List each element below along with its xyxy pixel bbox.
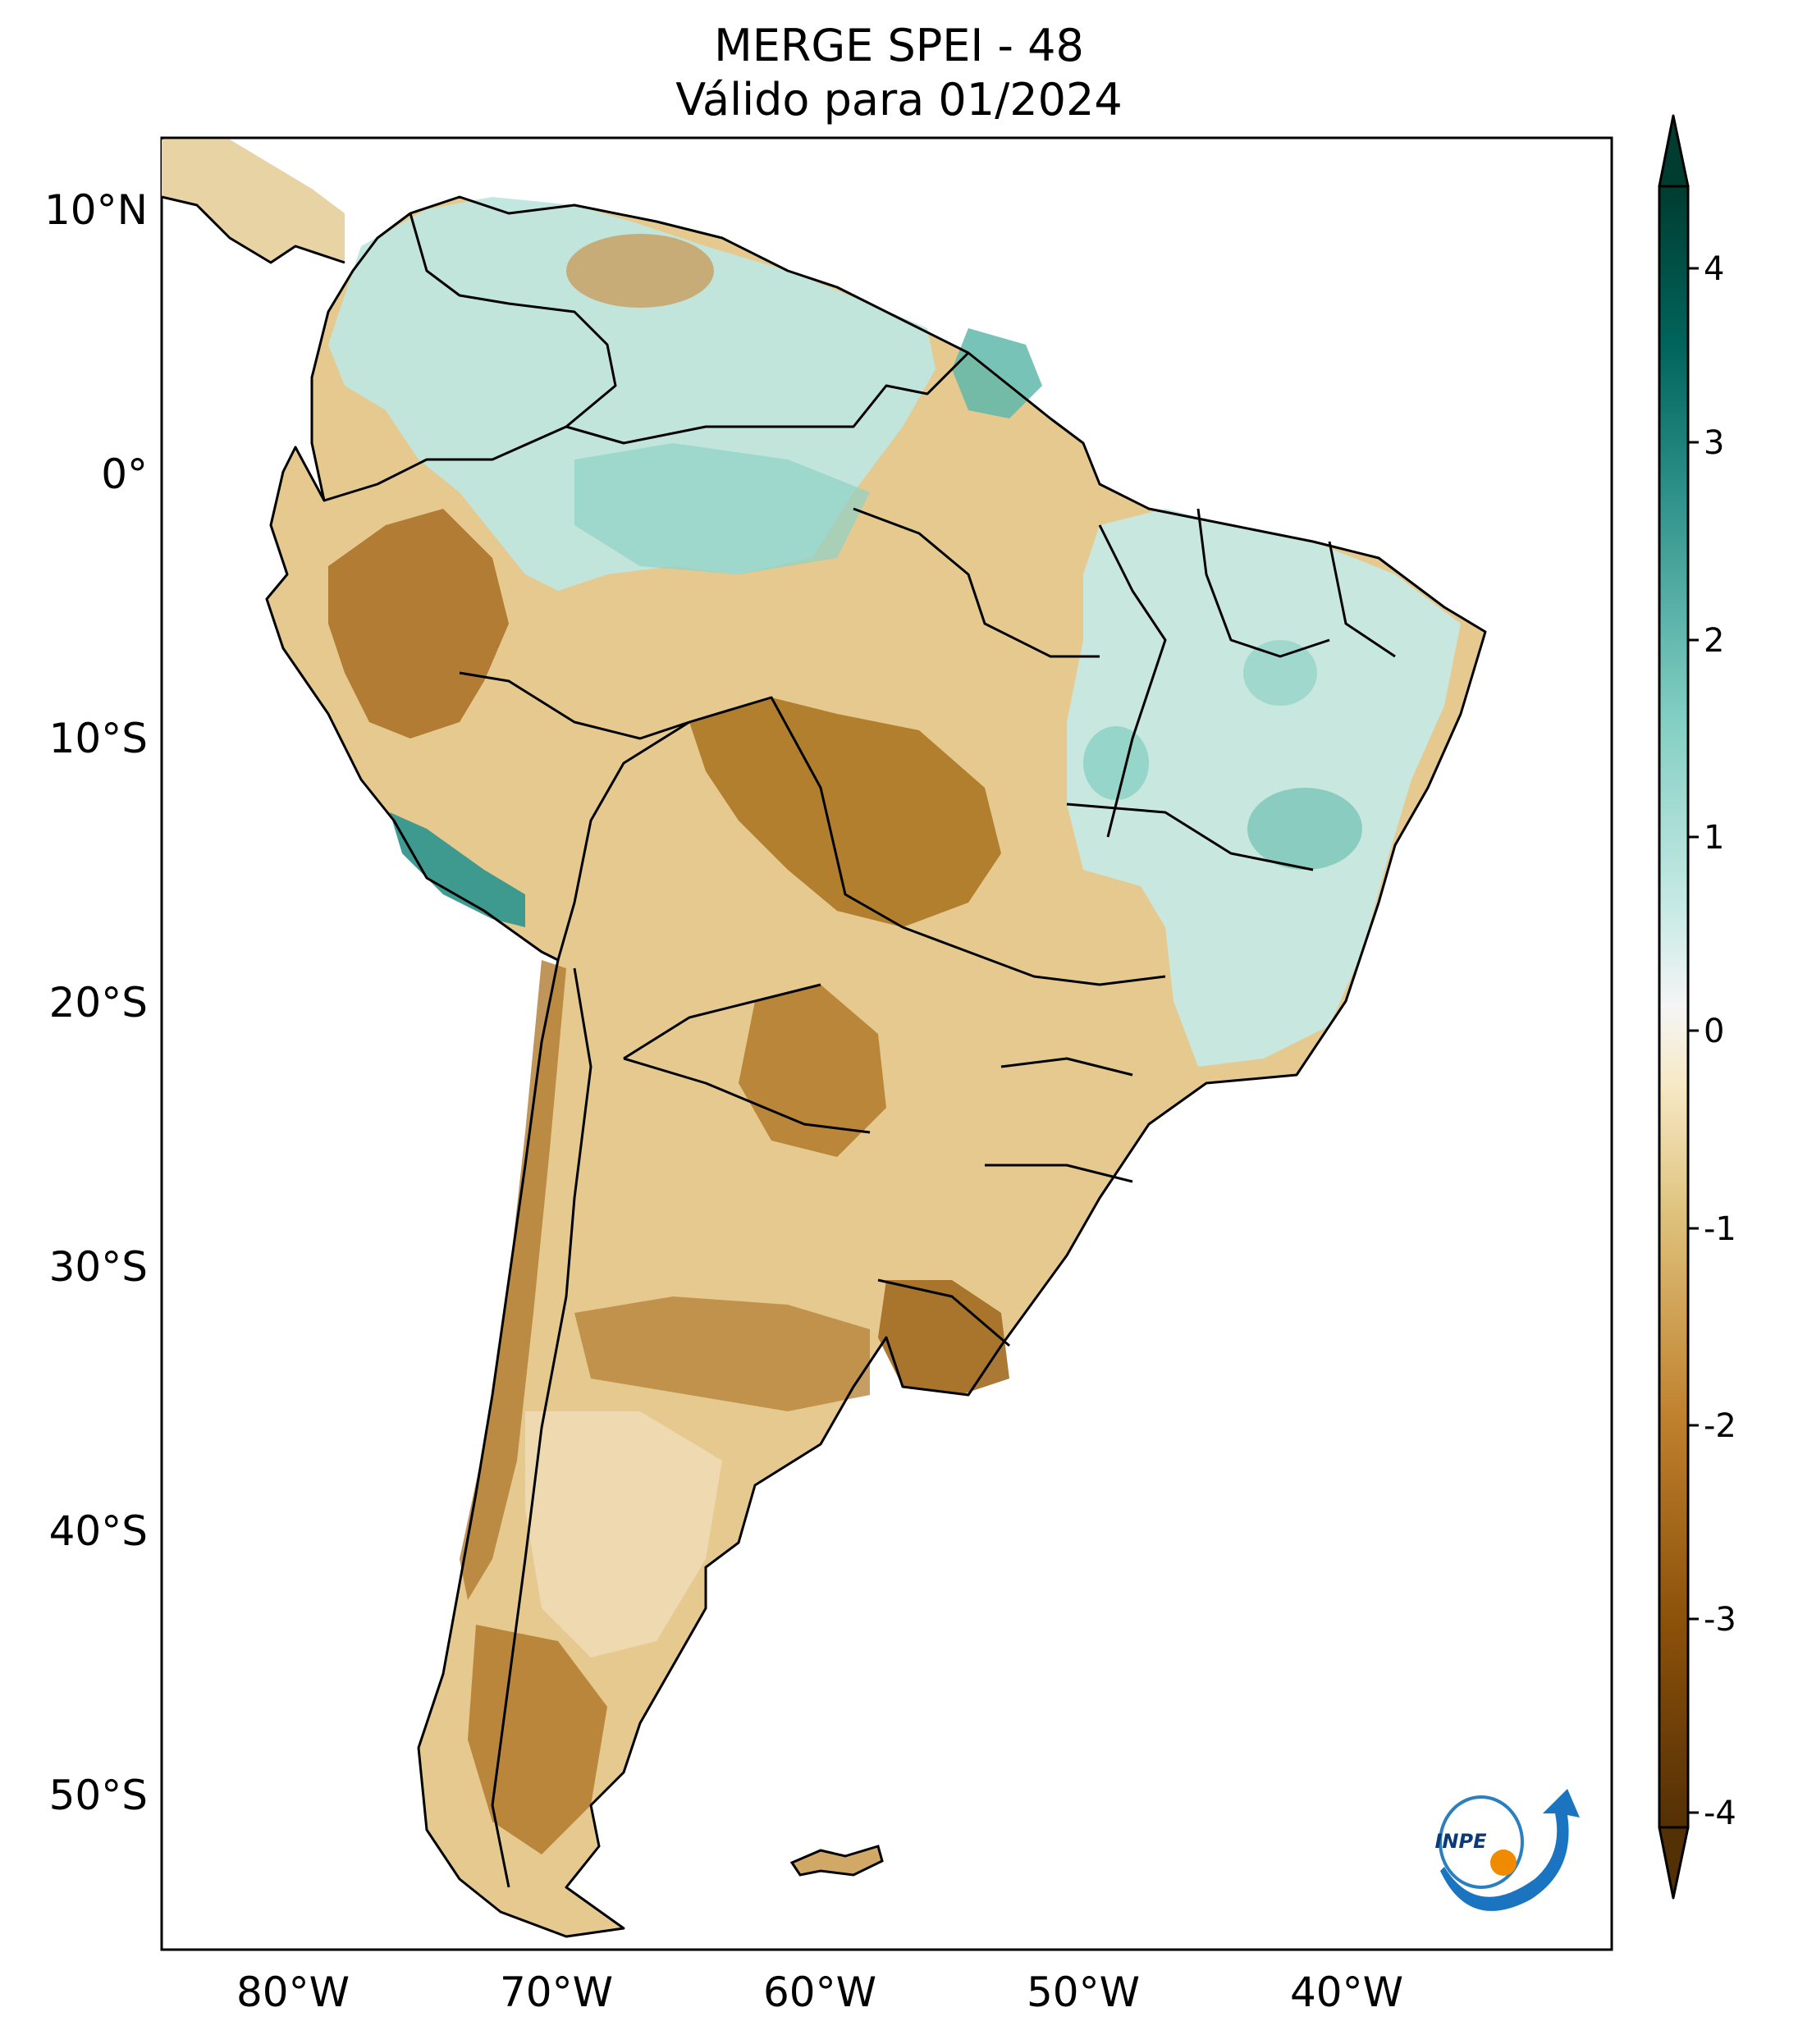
lon-label-50w: 50°W [1027, 1969, 1140, 2016]
light-patagonia [525, 1411, 722, 1658]
lat-label-10s: 10°S [49, 715, 148, 762]
colorbar-label-3: 3 [1704, 424, 1724, 462]
wet-piaui [1243, 640, 1317, 706]
inpe-logo-ring [1439, 1795, 1524, 1889]
lon-label-70w: 70°W [500, 1969, 613, 2016]
border-bolivia-paraguay [623, 983, 821, 1060]
colorbar-label-neg1: -1 [1704, 1210, 1736, 1248]
brazil-states [853, 507, 1396, 1183]
colorbar-label-0: 0 [1704, 1013, 1724, 1050]
spei-field [162, 139, 1485, 1937]
wet-region-amazon [574, 443, 870, 574]
border-bolivia-brazil [689, 696, 904, 929]
border-argentina-paraguay [623, 1057, 871, 1134]
dry-uruguay [878, 1280, 1009, 1395]
falkland-islands [789, 1845, 884, 1877]
colorbar-body [1658, 185, 1690, 1829]
lon-label-40w: 40°W [1290, 1969, 1403, 2016]
lon-label-60w: 60°W [763, 1969, 876, 2016]
dry-argentina-belt [574, 1296, 870, 1411]
country-borders [162, 195, 1487, 1938]
lat-label-30s: 30°S [49, 1243, 148, 1291]
border-argentina-chile [491, 967, 592, 1888]
border-colombia-peru [323, 425, 567, 502]
wet-coastal-peru [390, 812, 525, 927]
colorbar-extend-bottom [1658, 1826, 1690, 1900]
border-peru-bolivia [556, 720, 690, 961]
colorbar-label-neg3: -3 [1704, 1601, 1736, 1639]
colorbar-label-2: 2 [1704, 622, 1724, 660]
dry-mato-grosso [689, 697, 1001, 927]
wet-region-guiana [952, 328, 1042, 418]
lat-label-40s: 40°S [49, 1507, 148, 1555]
lat-label-10n: 10°N [44, 186, 148, 234]
inpe-logo-arrow [1440, 1789, 1580, 1911]
dry-south-patagonia [468, 1625, 607, 1854]
colorbar-label-1: 1 [1704, 819, 1724, 857]
wet-region-northeast [1067, 509, 1461, 1067]
central-america-coast [162, 195, 345, 264]
map-title-line-2: Válido para 01/2024 [675, 74, 1123, 126]
lon-label-80w: 80°W [236, 1969, 350, 2016]
colorbar-label-4: 4 [1704, 250, 1724, 288]
colorbar-label-neg4: -4 [1704, 1795, 1736, 1832]
inpe-logo: INPE [1435, 1789, 1580, 1911]
longitude-labels: 80°W 70°W 60°W 50°W 40°W [236, 1969, 1403, 2016]
colorbar-extend-top [1658, 114, 1690, 188]
inpe-logo-text: INPE [1435, 1830, 1488, 1853]
map-title-line-1: MERGE SPEI - 48 [714, 20, 1084, 71]
dry-chile-coast [460, 960, 566, 1600]
lat-label-0: 0° [101, 450, 148, 498]
central-america [162, 139, 345, 263]
border-colombia-venezuela [409, 213, 617, 428]
dry-chaco [739, 985, 886, 1157]
lat-label-50s: 50°S [49, 1772, 148, 1819]
dry-venezuela [566, 234, 714, 308]
border-brazil-uruguay [877, 1278, 1010, 1347]
wet-bahia [1247, 788, 1362, 870]
lat-label-20s: 20°S [49, 979, 148, 1027]
colorbar-label-neg2: -2 [1704, 1407, 1736, 1445]
latitude-labels: 10°N 0° 10°S 20°S 30°S 40°S 50°S [44, 186, 148, 1819]
wet-tocantins [1083, 726, 1149, 800]
colorbar: 4 3 2 1 0 -1 -2 -3 -4 [1658, 114, 1736, 1900]
border-peru-brazil [459, 671, 690, 740]
dry-west-amazon [328, 509, 509, 738]
colorbar-ticks [1688, 267, 1699, 1814]
inpe-logo-sun [1490, 1850, 1517, 1876]
border-brazil-north [565, 351, 970, 445]
